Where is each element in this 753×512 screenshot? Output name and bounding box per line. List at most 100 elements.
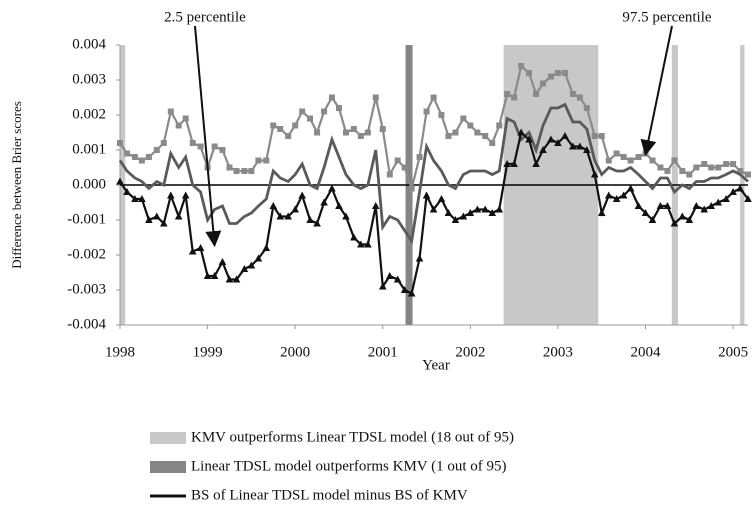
triangle-marker [203, 272, 212, 279]
triangle-marker [364, 240, 372, 248]
series-line [118, 102, 749, 245]
triangle-marker [240, 265, 249, 272]
legend-label: BS of Linear TDSL model minus BS of KMV [191, 487, 468, 503]
square-marker [613, 150, 620, 157]
triangle-marker [313, 219, 321, 227]
triangle-marker [626, 184, 635, 192]
square-marker [277, 126, 284, 132]
triangle-marker [152, 212, 161, 220]
square-marker [124, 150, 131, 157]
triangle-marker [656, 202, 665, 209]
triangle-marker [525, 135, 533, 143]
square-marker [211, 143, 218, 150]
triangle-marker [459, 212, 468, 220]
square-marker [518, 63, 525, 69]
triangle-marker [378, 282, 387, 290]
x-tick-label: 2004 [631, 344, 662, 360]
square-marker [745, 171, 751, 178]
x-tick-label: 2000 [280, 344, 310, 360]
square-marker [328, 94, 335, 101]
triangle-marker [692, 202, 701, 209]
square-marker [386, 171, 393, 178]
triangle-marker [634, 202, 643, 209]
triangle-marker [429, 205, 438, 213]
triangle-marker [342, 212, 350, 220]
triangle-marker [554, 139, 562, 146]
x-tick-label: 2002 [455, 344, 485, 360]
triangle-marker [276, 212, 285, 220]
triangle-marker [400, 286, 409, 293]
square-marker [679, 168, 686, 174]
square-marker [117, 140, 123, 146]
square-marker [401, 164, 408, 171]
triangle-marker [583, 146, 591, 153]
triangle-marker [444, 209, 453, 216]
triangle-marker [196, 244, 205, 251]
triangle-marker [670, 219, 679, 227]
square-marker [285, 133, 292, 139]
square-marker [299, 108, 306, 115]
square-marker [335, 105, 342, 111]
square-marker [248, 168, 255, 174]
square-marker [197, 143, 204, 150]
triangle-marker [569, 142, 577, 150]
triangle-marker [707, 202, 716, 209]
square-marker [504, 91, 511, 97]
triangle-marker [320, 198, 328, 206]
square-marker [474, 129, 481, 136]
triangle-marker [532, 160, 540, 167]
series [116, 63, 752, 297]
triangle-marker [503, 160, 511, 167]
square-marker [379, 126, 386, 132]
triangle-marker [159, 219, 168, 227]
triangle-marker [145, 216, 153, 223]
square-marker [693, 164, 700, 171]
triangle-marker [188, 247, 197, 255]
square-marker [445, 133, 452, 139]
axes: -0.004 -0.003 -0.002 -0.001 0.000 0.001 0.002 0… [67, 36, 748, 360]
square-marker [533, 91, 540, 97]
x-tick-label: 1999 [193, 344, 223, 360]
square-marker [182, 115, 189, 122]
triangle-marker [247, 261, 256, 269]
triangle-marker [481, 205, 490, 213]
triangle-marker [232, 275, 241, 283]
annotation-arrow [194, 25, 222, 248]
square-marker [321, 108, 328, 115]
annotation-arrow [640, 25, 673, 157]
square-marker [598, 133, 605, 139]
triangle-marker [590, 170, 599, 178]
triangle-marker [619, 191, 628, 199]
triangle-marker [262, 244, 271, 251]
triangle-marker [597, 209, 606, 216]
square-marker [569, 91, 576, 97]
triangle-marker [218, 258, 227, 265]
square-marker [576, 94, 583, 101]
square-marker [482, 133, 489, 139]
triangle-marker [210, 272, 219, 279]
square-marker [554, 70, 561, 76]
triangle-marker [648, 216, 657, 223]
square-marker [138, 157, 145, 164]
triangle-marker [722, 195, 730, 202]
triangle-marker [539, 146, 547, 153]
square-marker [737, 168, 744, 174]
triangle-marker [576, 142, 584, 150]
square-marker [255, 157, 262, 164]
square-marker [627, 157, 634, 164]
square-marker [219, 147, 226, 153]
triangle-marker [328, 184, 336, 192]
triangle-marker [700, 205, 709, 213]
triangle-marker [393, 275, 402, 283]
square-marker [561, 70, 568, 76]
x-tick-label: 1998 [105, 344, 135, 360]
square-marker [547, 73, 554, 80]
x-tick-label: 2001 [368, 344, 398, 360]
triangle-marker [357, 240, 365, 248]
y-tick-label: -0.002 [67, 246, 106, 262]
triangle-marker [678, 212, 687, 220]
triangle-marker [510, 160, 518, 167]
annotation-text: 2.5 percentile [164, 9, 246, 25]
triangle-marker [131, 195, 139, 202]
